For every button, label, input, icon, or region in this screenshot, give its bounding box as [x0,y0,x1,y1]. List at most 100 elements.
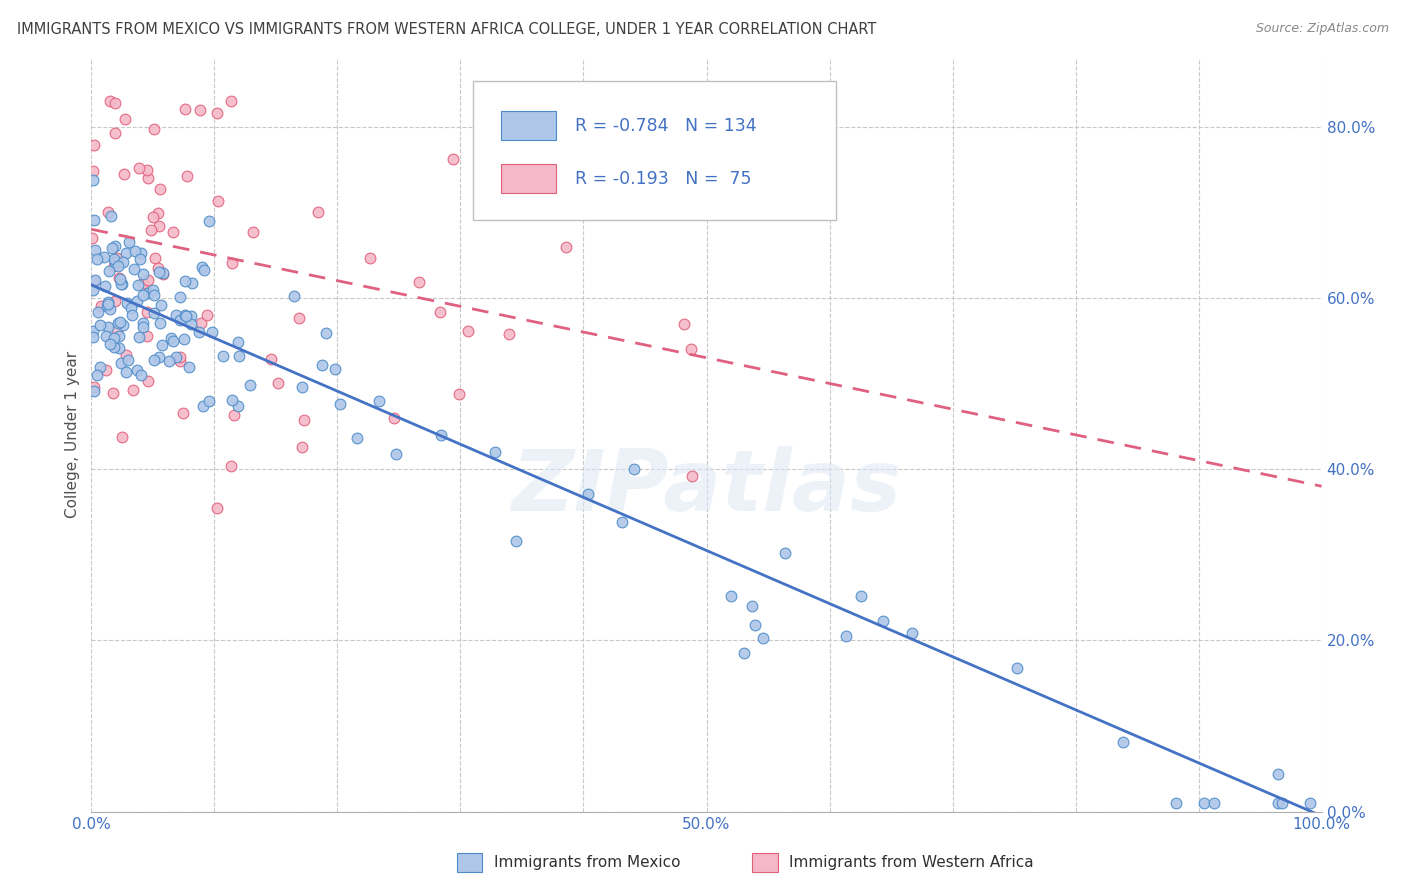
Text: R = -0.784   N = 134: R = -0.784 N = 134 [575,117,756,135]
Point [114,347,136,361]
Point [132,316,155,330]
Point [177,359,200,374]
Point [93,250,115,264]
Point [623,462,645,476]
Point [1267,796,1289,810]
Point [481,149,503,163]
Point [162,334,184,348]
Text: R = -0.193   N =  75: R = -0.193 N = 75 [575,169,751,187]
Point [180,309,202,323]
Point [201,326,224,340]
Point [198,393,221,408]
Point [382,411,405,425]
Point [173,103,195,117]
Point [136,285,159,300]
Point [741,599,763,614]
Point [97,297,120,311]
Point [162,225,184,239]
Point [152,266,174,280]
Point [187,325,209,339]
Point [307,205,329,219]
Point [176,169,198,184]
Point [131,368,153,382]
Point [239,377,262,392]
Point [128,161,150,175]
Y-axis label: College, Under 1 year: College, Under 1 year [65,351,80,518]
Point [872,615,894,629]
Point [457,325,479,339]
Point [498,326,520,341]
Point [98,94,121,108]
Point [733,646,755,660]
Point [901,625,924,640]
Point [108,272,131,286]
Point [260,352,283,367]
Point [169,290,191,304]
Point [112,318,135,333]
Point [221,256,243,270]
Text: Immigrants from Mexico: Immigrants from Mexico [494,855,681,870]
Point [773,545,796,559]
Point [429,305,451,319]
Point [576,487,599,501]
Point [101,386,124,401]
Point [242,225,264,239]
Point [554,240,576,254]
Point [198,213,221,227]
Point [148,219,170,234]
Point [82,172,104,186]
Point [720,589,742,603]
Point [105,322,128,336]
FancyBboxPatch shape [501,164,557,193]
Point [180,317,202,331]
Point [165,350,187,364]
Point [612,515,634,529]
Point [127,293,149,308]
Point [107,328,129,343]
Point [148,351,170,365]
Point [188,103,211,118]
Point [83,274,105,288]
Point [103,259,125,273]
Point [311,358,333,372]
Point [191,400,214,414]
Point [157,353,180,368]
Point [1299,796,1322,810]
Point [143,287,166,301]
Point [82,330,104,344]
Point [174,274,197,288]
Point [172,406,194,420]
Text: ZIPatlas: ZIPatlas [512,446,901,529]
Point [169,313,191,327]
Point [104,255,127,269]
Point [122,383,145,397]
Point [122,262,145,277]
Point [115,245,138,260]
Point [283,289,305,303]
Point [103,341,125,355]
Point [111,430,134,444]
Point [127,278,149,293]
Point [291,441,314,455]
Point [190,316,212,330]
Point [150,337,173,351]
Point [315,326,337,340]
Point [368,393,391,408]
Point [131,288,153,302]
Point [136,170,159,185]
Point [128,330,150,344]
Point [97,205,120,219]
Point [834,629,856,643]
Point [86,368,108,383]
Point [673,317,696,331]
Point [359,251,381,265]
Point [169,351,191,365]
Point [142,283,165,297]
Point [80,231,103,245]
Point [114,365,136,379]
Point [131,268,153,282]
Point [107,259,129,273]
Point [173,308,195,322]
Point [143,353,166,368]
Point [176,310,198,324]
